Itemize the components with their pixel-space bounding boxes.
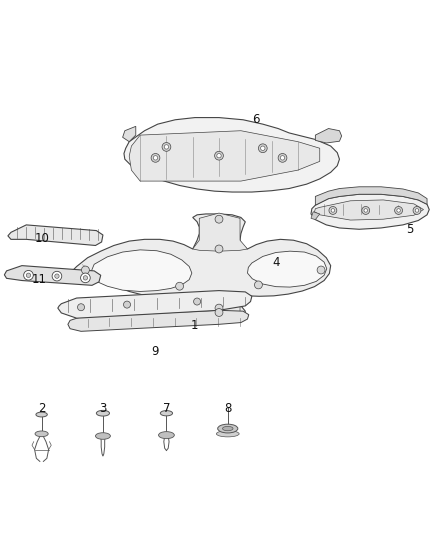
Circle shape — [124, 301, 131, 308]
Polygon shape — [129, 131, 320, 181]
Ellipse shape — [160, 410, 173, 416]
Circle shape — [151, 154, 160, 162]
Text: 7: 7 — [162, 402, 170, 415]
Text: 6: 6 — [252, 114, 260, 126]
Circle shape — [164, 145, 169, 149]
Circle shape — [254, 281, 262, 289]
Text: 4: 4 — [272, 256, 280, 269]
Circle shape — [194, 298, 201, 305]
Polygon shape — [123, 126, 136, 142]
Polygon shape — [311, 194, 429, 229]
Circle shape — [397, 209, 400, 212]
Ellipse shape — [95, 433, 110, 439]
Text: 11: 11 — [32, 273, 47, 286]
Circle shape — [364, 209, 367, 212]
Polygon shape — [91, 250, 192, 292]
Circle shape — [215, 309, 223, 317]
Circle shape — [317, 266, 325, 274]
Circle shape — [415, 209, 419, 212]
Polygon shape — [311, 212, 320, 220]
Ellipse shape — [223, 426, 233, 431]
Circle shape — [52, 271, 62, 281]
Ellipse shape — [35, 431, 48, 437]
Polygon shape — [247, 251, 327, 287]
Circle shape — [55, 274, 59, 278]
Ellipse shape — [159, 432, 174, 439]
Circle shape — [81, 273, 90, 282]
Polygon shape — [193, 213, 247, 251]
Text: 9: 9 — [152, 345, 159, 358]
Ellipse shape — [36, 412, 47, 417]
Polygon shape — [315, 187, 427, 205]
Circle shape — [329, 206, 337, 214]
Circle shape — [261, 146, 265, 150]
Circle shape — [215, 215, 223, 223]
Polygon shape — [315, 128, 342, 143]
Polygon shape — [124, 118, 339, 192]
Circle shape — [153, 156, 158, 160]
Polygon shape — [4, 265, 101, 285]
Polygon shape — [198, 295, 240, 322]
Polygon shape — [314, 200, 424, 220]
Circle shape — [81, 266, 89, 274]
Text: 10: 10 — [34, 231, 49, 245]
Circle shape — [24, 270, 33, 280]
Circle shape — [176, 282, 184, 290]
Circle shape — [395, 206, 403, 214]
Circle shape — [278, 154, 287, 162]
Polygon shape — [58, 290, 252, 318]
Polygon shape — [8, 225, 103, 246]
Polygon shape — [68, 214, 331, 322]
Circle shape — [215, 151, 223, 160]
Circle shape — [258, 144, 267, 152]
Text: 8: 8 — [224, 402, 231, 415]
Circle shape — [215, 304, 223, 312]
Circle shape — [217, 154, 221, 158]
Circle shape — [162, 142, 171, 151]
Text: 1: 1 — [191, 319, 199, 332]
Circle shape — [78, 304, 85, 311]
Circle shape — [280, 156, 285, 160]
Ellipse shape — [96, 410, 110, 416]
Ellipse shape — [216, 431, 239, 437]
Circle shape — [26, 273, 31, 278]
Circle shape — [362, 206, 370, 214]
Text: 2: 2 — [38, 402, 46, 415]
Text: 5: 5 — [406, 223, 413, 236]
Circle shape — [413, 206, 421, 214]
Circle shape — [331, 209, 335, 212]
Polygon shape — [68, 310, 249, 332]
Ellipse shape — [218, 424, 238, 433]
Text: 3: 3 — [99, 402, 106, 415]
Circle shape — [83, 276, 88, 280]
Circle shape — [215, 245, 223, 253]
